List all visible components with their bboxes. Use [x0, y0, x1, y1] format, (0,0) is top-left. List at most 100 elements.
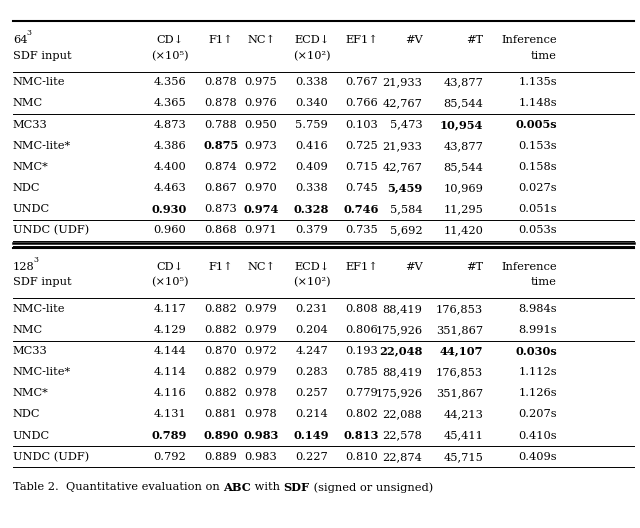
- Text: 0.158s: 0.158s: [518, 162, 557, 172]
- Text: 5,692: 5,692: [390, 225, 422, 235]
- Text: (signed or unsigned): (signed or unsigned): [310, 482, 433, 493]
- Text: 43,877: 43,877: [444, 78, 483, 87]
- Text: 0.409s: 0.409s: [518, 452, 557, 461]
- Text: 42,767: 42,767: [383, 99, 422, 108]
- Text: Inference: Inference: [501, 262, 557, 271]
- Text: 351,867: 351,867: [436, 325, 483, 335]
- Text: 4.129: 4.129: [153, 325, 186, 335]
- Text: UNDC: UNDC: [13, 204, 50, 214]
- Text: 0.974: 0.974: [243, 204, 279, 214]
- Text: 43,877: 43,877: [444, 141, 483, 150]
- Text: EF1↑: EF1↑: [345, 262, 378, 271]
- Text: UNDC (UDF): UNDC (UDF): [13, 451, 89, 462]
- Text: 0.890: 0.890: [203, 430, 239, 441]
- Text: 0.053s: 0.053s: [518, 225, 557, 235]
- Text: UNDC (UDF): UNDC (UDF): [13, 225, 89, 235]
- Text: 85,544: 85,544: [444, 162, 483, 172]
- Text: 0.867: 0.867: [204, 183, 237, 193]
- Text: 0.806: 0.806: [345, 325, 378, 335]
- Text: 0.153s: 0.153s: [518, 141, 557, 150]
- Text: SDF: SDF: [284, 482, 310, 493]
- Text: 0.873: 0.873: [204, 204, 237, 214]
- Text: 0.227: 0.227: [295, 452, 328, 461]
- Text: 5,473: 5,473: [390, 120, 422, 129]
- Text: 0.789: 0.789: [152, 430, 188, 441]
- Text: 176,853: 176,853: [436, 304, 483, 314]
- Text: 0.868: 0.868: [204, 225, 237, 235]
- Text: 0.882: 0.882: [204, 367, 237, 377]
- Text: 4.356: 4.356: [153, 78, 186, 87]
- Text: #V: #V: [404, 35, 422, 45]
- Text: 0.785: 0.785: [345, 367, 378, 377]
- Text: 0.870: 0.870: [204, 346, 237, 356]
- Text: 5,459: 5,459: [387, 183, 422, 193]
- Text: 0.204: 0.204: [295, 325, 328, 335]
- Text: 0.735: 0.735: [345, 225, 378, 235]
- Text: ABC: ABC: [223, 482, 251, 493]
- Text: 0.030s: 0.030s: [515, 346, 557, 356]
- Text: ECD↓: ECD↓: [294, 35, 330, 45]
- Text: Inference: Inference: [501, 35, 557, 45]
- Text: NMC-lite: NMC-lite: [13, 78, 65, 87]
- Text: 4.247: 4.247: [295, 346, 328, 356]
- Text: (×10²): (×10²): [293, 51, 330, 61]
- Text: #T: #T: [466, 262, 483, 271]
- Text: 0.810: 0.810: [345, 452, 378, 461]
- Text: 0.051s: 0.051s: [518, 204, 557, 214]
- Text: 5.759: 5.759: [295, 120, 328, 129]
- Text: 0.005s: 0.005s: [515, 119, 557, 130]
- Text: 175,926: 175,926: [375, 325, 422, 335]
- Text: 0.970: 0.970: [244, 183, 278, 193]
- Text: F1↑: F1↑: [209, 262, 233, 271]
- Text: 0.149: 0.149: [294, 430, 330, 441]
- Text: 3: 3: [33, 256, 38, 264]
- Text: 351,867: 351,867: [436, 389, 483, 398]
- Text: 3: 3: [27, 29, 32, 37]
- Text: 0.882: 0.882: [204, 325, 237, 335]
- Text: NMC*: NMC*: [13, 162, 49, 172]
- Text: 0.983: 0.983: [244, 452, 278, 461]
- Text: 21,933: 21,933: [383, 141, 422, 150]
- Text: 0.979: 0.979: [244, 325, 278, 335]
- Text: NMC-lite*: NMC-lite*: [13, 367, 71, 377]
- Text: 0.978: 0.978: [244, 410, 278, 419]
- Text: MC33: MC33: [13, 120, 47, 129]
- Text: 0.889: 0.889: [204, 452, 237, 461]
- Text: 0.813: 0.813: [344, 430, 380, 441]
- Text: 0.971: 0.971: [244, 225, 278, 235]
- Text: CD↓: CD↓: [156, 262, 183, 271]
- Text: 4.114: 4.114: [153, 367, 186, 377]
- Text: 0.193: 0.193: [345, 346, 378, 356]
- Text: 11,295: 11,295: [444, 204, 483, 214]
- Text: 4.365: 4.365: [153, 99, 186, 108]
- Text: 0.973: 0.973: [244, 141, 278, 150]
- Text: 0.978: 0.978: [244, 389, 278, 398]
- Text: 0.257: 0.257: [295, 389, 328, 398]
- Text: 0.808: 0.808: [345, 304, 378, 314]
- Text: 0.882: 0.882: [204, 389, 237, 398]
- Text: 0.340: 0.340: [295, 99, 328, 108]
- Text: 10,954: 10,954: [440, 119, 483, 130]
- Text: SDF input: SDF input: [13, 278, 72, 287]
- Text: NDC: NDC: [13, 410, 40, 419]
- Text: 0.878: 0.878: [204, 99, 237, 108]
- Text: #T: #T: [466, 35, 483, 45]
- Text: 4.116: 4.116: [153, 389, 186, 398]
- Text: 0.715: 0.715: [345, 162, 378, 172]
- Text: 22,048: 22,048: [379, 346, 422, 356]
- Text: 0.283: 0.283: [295, 367, 328, 377]
- Text: 0.930: 0.930: [152, 204, 188, 214]
- Text: 0.875: 0.875: [203, 140, 239, 151]
- Text: 0.788: 0.788: [204, 120, 237, 129]
- Text: NDC: NDC: [13, 183, 40, 193]
- Text: 0.027s: 0.027s: [518, 183, 557, 193]
- Text: NC↑: NC↑: [247, 262, 275, 271]
- Text: 0.766: 0.766: [345, 99, 378, 108]
- Text: 0.409: 0.409: [295, 162, 328, 172]
- Text: 4.117: 4.117: [153, 304, 186, 314]
- Text: 0.214: 0.214: [295, 410, 328, 419]
- Text: 0.767: 0.767: [345, 78, 378, 87]
- Text: EF1↑: EF1↑: [345, 35, 378, 45]
- Text: (×10⁵): (×10⁵): [151, 277, 188, 288]
- Text: 0.746: 0.746: [344, 204, 380, 214]
